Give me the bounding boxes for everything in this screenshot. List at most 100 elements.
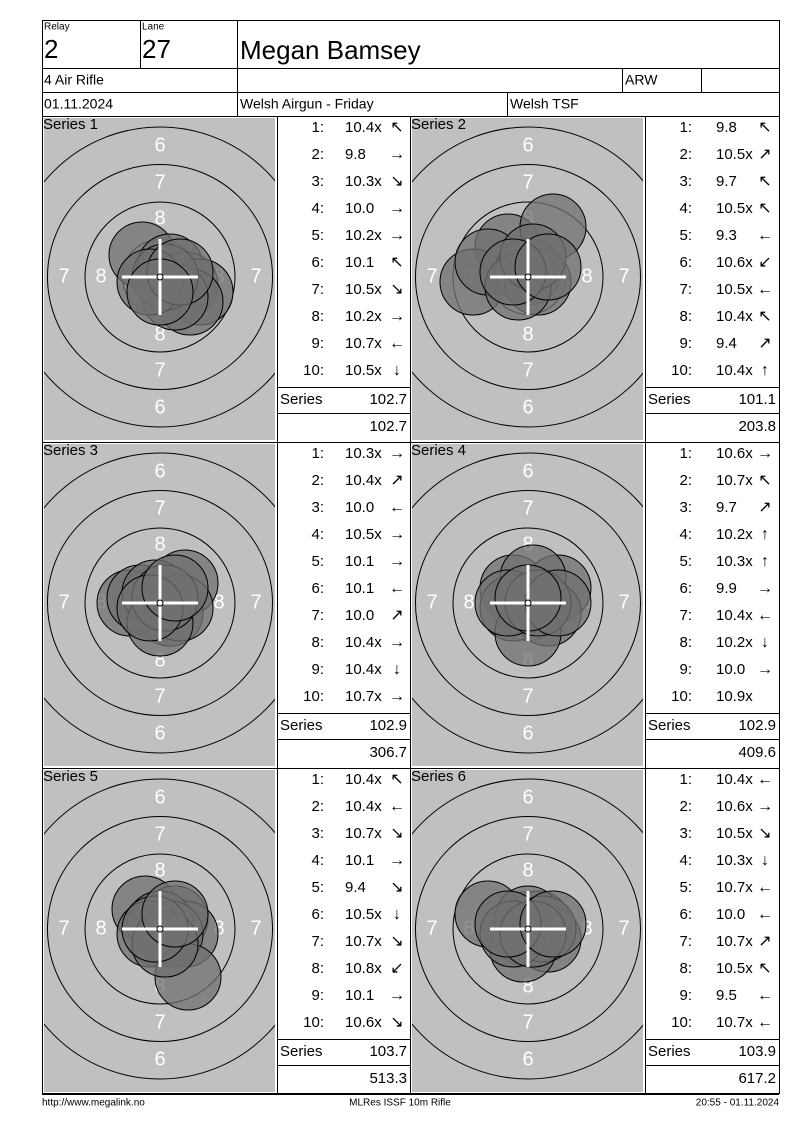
target: 6677887788 — [44, 118, 275, 440]
shot-direction: ↖ — [390, 254, 403, 271]
ring-label: 7 — [250, 591, 261, 613]
event: 4 Air Rifle — [44, 72, 104, 88]
shot-direction: ← — [757, 1014, 773, 1031]
shot-number: 3: — [679, 499, 692, 516]
target: 6677887788 — [412, 118, 643, 440]
shot-number: 1: — [311, 445, 324, 462]
shot-direction: ↑ — [761, 526, 769, 543]
ring — [44, 778, 275, 1080]
ring-label: 7 — [618, 591, 629, 613]
ring-label: 7 — [58, 265, 69, 287]
ring-label: 8 — [213, 917, 224, 939]
shot-direction: → — [757, 580, 773, 597]
shot-direction: ↘ — [390, 173, 403, 190]
shot-number: 2: — [679, 146, 692, 163]
shot-direction: ← — [757, 906, 773, 923]
shot-number: 7: — [311, 281, 324, 298]
cumulative-total: 513.3 — [369, 1070, 407, 1087]
shot-score: 10.1 — [345, 254, 374, 271]
shot-number: 2: — [311, 798, 324, 815]
ring-label: 7 — [522, 359, 533, 381]
ring-label: 8 — [581, 917, 592, 939]
shot-direction: ↖ — [390, 119, 403, 136]
shot-direction: ↑ — [761, 362, 769, 379]
shot-number: 3: — [679, 825, 692, 842]
shot-direction: ↖ — [390, 771, 403, 788]
shot-number: 10: — [671, 688, 692, 705]
shot-direction: ↘ — [390, 825, 403, 842]
shot-direction: ← — [389, 499, 405, 516]
shot-direction: → — [389, 146, 405, 163]
shot-number: 8: — [679, 634, 692, 651]
shot-direction: → — [389, 553, 405, 570]
shot-direction: ↓ — [761, 852, 769, 869]
ring-label: 7 — [426, 265, 437, 287]
shot-score: 10.0 — [716, 661, 745, 678]
shot-direction: ↓ — [393, 362, 401, 379]
ring-label: 7 — [426, 591, 437, 613]
ring-label: 8 — [522, 533, 533, 555]
ring-label: 6 — [154, 460, 165, 482]
ring — [44, 126, 275, 428]
center-dot — [156, 925, 164, 933]
shot-direction: → — [389, 445, 405, 462]
shot-score: 10.7x — [345, 688, 382, 705]
ring-label: 8 — [522, 975, 533, 997]
shot-score: 10.5x — [345, 281, 382, 298]
footer-timestamp: 20:55 - 01.11.2024 — [696, 1098, 780, 1109]
shot-number: 8: — [311, 960, 324, 977]
ring — [84, 527, 236, 679]
series-label: Series — [648, 717, 691, 734]
shot-number: 5: — [679, 879, 692, 896]
shot-score: 10.5x — [345, 906, 382, 923]
shot-number: 2: — [311, 146, 324, 163]
shot-direction: → — [757, 445, 773, 462]
shot-direction: ↖ — [758, 960, 771, 977]
shot-direction: ↘ — [390, 1014, 403, 1031]
shot-score: 10.4x — [345, 119, 382, 136]
shot-score: 10.7x — [716, 933, 753, 950]
shot-number: 10: — [303, 688, 324, 705]
ring-label: 6 — [522, 786, 533, 808]
ring — [412, 126, 643, 428]
ring-label: 6 — [154, 722, 165, 744]
shot-number: 6: — [311, 580, 324, 597]
center-dot — [156, 273, 164, 281]
series-total: 102.9 — [369, 717, 407, 734]
shot-direction: ↖ — [758, 119, 771, 136]
ring-label: 7 — [522, 497, 533, 519]
center-dot — [524, 925, 532, 933]
shot-number: 5: — [311, 553, 324, 570]
shot-score: 10.5x — [345, 526, 382, 543]
shot-score: 10.3x — [345, 445, 382, 462]
relay-label: Relay — [44, 22, 70, 33]
shot-number: 4: — [311, 852, 324, 869]
shot-score: 10.4x — [345, 472, 382, 489]
ring-label: 8 — [213, 591, 224, 613]
shot-direction: ← — [757, 281, 773, 298]
shot-number: 5: — [679, 553, 692, 570]
shot-number: 9: — [311, 661, 324, 678]
series-total: 101.1 — [738, 391, 776, 408]
ring-label: 8 — [154, 859, 165, 881]
shot-score: 10.4x — [716, 308, 753, 325]
shot-score: 9.9 — [716, 580, 737, 597]
cumulative-total: 617.2 — [738, 1070, 776, 1087]
shot-direction: ↓ — [393, 661, 401, 678]
shot-direction: ↙ — [758, 254, 771, 271]
shot-score: 10.7x — [716, 472, 753, 489]
shot-score: 10.2x — [716, 634, 753, 651]
shot-score: 10.1 — [345, 987, 374, 1004]
shot-score: 10.5x — [716, 281, 753, 298]
ring-label: 6 — [522, 134, 533, 156]
series-total: 103.9 — [738, 1043, 776, 1060]
shot-number: 8: — [679, 308, 692, 325]
ring-label: 7 — [154, 359, 165, 381]
ring-label: 8 — [95, 265, 106, 287]
shot-number: 6: — [311, 254, 324, 271]
ring-label: 6 — [522, 722, 533, 744]
ring-label: 6 — [154, 396, 165, 418]
shot-score: 10.1 — [345, 553, 374, 570]
shot-score: 10.4x — [345, 798, 382, 815]
